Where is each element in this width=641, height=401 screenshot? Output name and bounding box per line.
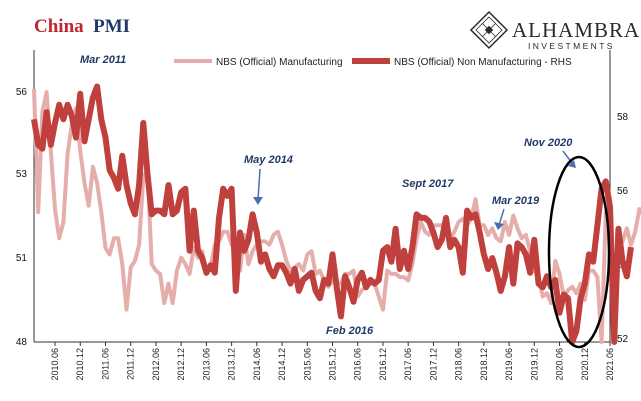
annotation-may-2014: May 2014 (244, 154, 293, 166)
y-right-tick: 56 (617, 186, 629, 197)
x-tick-label: 2011.12 (126, 348, 136, 380)
x-tick-label: 2013.12 (227, 348, 237, 381)
x-tick-label: 2017.06 (403, 348, 413, 381)
chart-title: China PMI (34, 16, 130, 37)
x-tick-label: 2015.12 (328, 348, 338, 381)
annotation-arrow-mar-2019 (494, 208, 505, 230)
x-tick-label: 2020.06 (555, 348, 565, 381)
annotation-mar-2019: Mar 2019 (492, 195, 540, 207)
y-left-tick: 56 (16, 87, 28, 98)
y-left-tick: 48 (16, 337, 28, 348)
diamond-lattice-icon (469, 10, 509, 50)
x-tick-label: 2020.12 (580, 348, 590, 381)
legend-label-manufacturing: NBS (Official) Manufacturing (216, 57, 343, 68)
annotation-feb-2016: Feb 2016 (326, 325, 374, 337)
x-tick-label: 2014.06 (252, 348, 262, 381)
brand-name: Alhambra (512, 18, 640, 42)
y-axis-left: 56 53 51 48 (16, 87, 28, 348)
legend: NBS (Official) Manufacturing NBS (Offici… (174, 57, 572, 68)
x-tick-label: 2019.06 (504, 348, 514, 381)
x-tick-label: 2013.06 (201, 348, 211, 381)
x-tick-label: 2016.06 (353, 348, 363, 381)
x-tick-label: 2010.12 (75, 348, 85, 381)
highlight-ellipse (547, 155, 611, 349)
series-line-non-manufacturing (31, 83, 634, 345)
x-tick-label: 2021.06 (605, 348, 615, 381)
chart-title-part2: PMI (93, 16, 130, 37)
chart-title-part1: China (34, 16, 84, 37)
legend-label-non-manufacturing: NBS (Official) Non Manufacturing - RHS (394, 57, 572, 68)
annotation-arrow-may-2014 (253, 168, 263, 205)
brand-logo: Alhambra INVESTMENTS (469, 10, 640, 51)
annotation-sept-2017: Sept 2017 (402, 178, 454, 190)
x-tick-label: 2017.12 (428, 348, 438, 381)
x-tick-label: 2012.06 (151, 348, 161, 381)
annotation-nov-2020: Nov 2020 (524, 137, 573, 149)
annotation-mar-2011: Mar 2011 (80, 54, 126, 66)
x-tick-label: 2018.12 (479, 348, 489, 381)
x-tick-label: 2012.12 (176, 348, 186, 381)
y-right-tick: 58 (617, 112, 629, 123)
x-tick-label: 2018.06 (454, 348, 464, 381)
x-tick-label: 2019.12 (529, 348, 539, 381)
x-tick-label: 2014.12 (277, 348, 287, 381)
x-tick-label: 2011.06 (100, 348, 110, 380)
y-right-tick: 52 (617, 334, 629, 345)
y-left-tick: 53 (16, 169, 28, 180)
annotations: Mar 2011 May 2014 Sept 2017 Feb 2016 Mar… (80, 54, 611, 349)
brand-sub: INVESTMENTS (528, 41, 615, 51)
x-tick-label: 2016.12 (378, 348, 388, 381)
x-tick-label: 2010.06 (50, 348, 60, 381)
y-left-tick: 51 (16, 253, 28, 264)
x-tick-label: 2015.06 (302, 348, 312, 381)
series-layer (31, 83, 641, 345)
x-axis: 2010.06 2010.12 2011.06 2011.12 2012.06 2012.… (50, 342, 615, 381)
